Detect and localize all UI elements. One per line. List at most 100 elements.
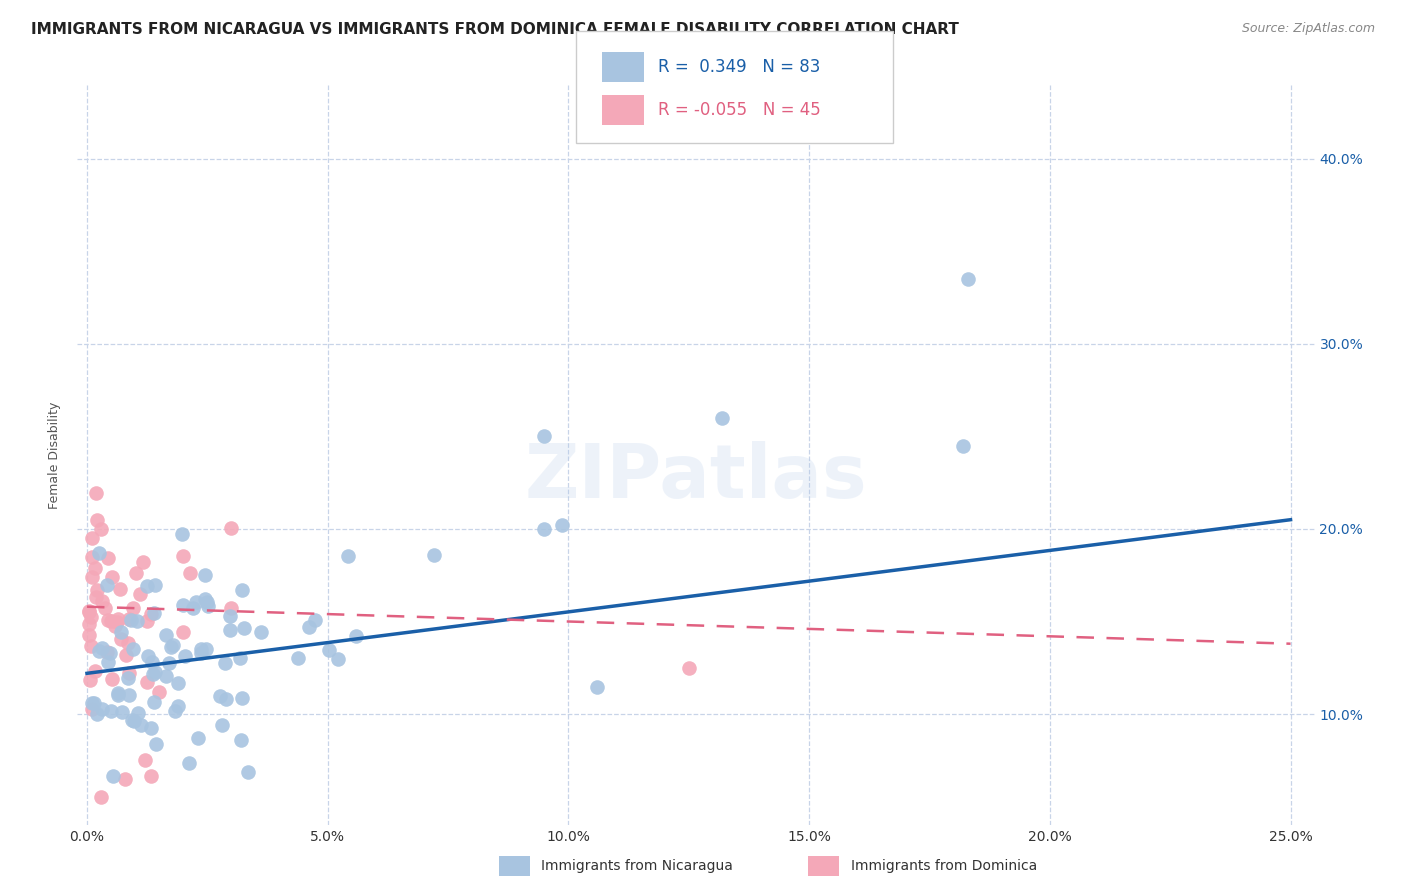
- Point: [221, 600, 243, 615]
- Point: [145, 737, 167, 751]
- Point: [86, 513, 108, 527]
- Point: [190, 642, 212, 657]
- Point: [79, 673, 101, 688]
- Point: [90, 522, 112, 536]
- Point: [115, 648, 138, 663]
- Point: [551, 517, 574, 532]
- Point: [229, 650, 252, 665]
- Point: [155, 628, 177, 642]
- Text: Immigrants from Dominica: Immigrants from Dominica: [851, 859, 1036, 873]
- Point: [79, 605, 101, 619]
- Y-axis label: Female Disability: Female Disability: [48, 401, 62, 508]
- Text: R = -0.055   N = 45: R = -0.055 N = 45: [658, 101, 821, 119]
- Point: [121, 713, 143, 727]
- Point: [179, 756, 201, 770]
- Point: [118, 612, 141, 626]
- Point: [181, 600, 204, 615]
- Point: [80, 549, 103, 564]
- Point: [122, 641, 145, 656]
- Point: [125, 566, 148, 580]
- Point: [194, 642, 217, 657]
- Point: [80, 570, 103, 584]
- Point: [79, 617, 101, 632]
- Point: [100, 570, 122, 584]
- Point: [127, 706, 149, 721]
- Point: [135, 579, 157, 593]
- Point: [97, 655, 120, 669]
- Point: [80, 696, 103, 710]
- Point: [107, 686, 129, 700]
- Point: [195, 595, 218, 609]
- Point: [80, 702, 103, 716]
- Point: [117, 635, 139, 649]
- Point: [104, 619, 127, 633]
- Point: [141, 655, 163, 669]
- Text: R =  0.349   N = 83: R = 0.349 N = 83: [658, 58, 820, 76]
- Point: [318, 643, 340, 657]
- Point: [165, 704, 187, 718]
- Point: [86, 583, 108, 598]
- Point: [134, 753, 156, 767]
- Point: [79, 610, 101, 624]
- Point: [111, 706, 134, 720]
- Point: [172, 598, 194, 612]
- Point: [209, 689, 232, 703]
- Point: [136, 614, 159, 628]
- Point: [96, 578, 118, 592]
- Point: [110, 632, 132, 646]
- Point: [90, 702, 112, 716]
- Point: [135, 675, 157, 690]
- Point: [194, 592, 217, 607]
- Point: [952, 439, 974, 453]
- Text: Source: ZipAtlas.com: Source: ZipAtlas.com: [1241, 22, 1375, 36]
- Point: [98, 646, 121, 660]
- Point: [184, 594, 207, 608]
- Point: [83, 696, 105, 710]
- Point: [170, 526, 193, 541]
- Point: [197, 599, 219, 613]
- Point: [336, 549, 359, 564]
- Point: [132, 555, 155, 569]
- Point: [167, 699, 190, 714]
- Point: [219, 609, 242, 624]
- Point: [143, 665, 166, 679]
- Point: [122, 601, 145, 615]
- Point: [108, 582, 131, 596]
- Point: [84, 590, 107, 604]
- Point: [110, 624, 132, 639]
- Point: [94, 600, 117, 615]
- Point: [162, 638, 184, 652]
- Point: [159, 640, 181, 654]
- Point: [148, 685, 170, 699]
- Point: [117, 671, 139, 685]
- Point: [190, 646, 212, 660]
- Point: [141, 721, 163, 735]
- Point: [174, 648, 197, 663]
- Point: [586, 680, 609, 694]
- Point: [211, 718, 233, 732]
- Point: [344, 629, 367, 643]
- Point: [79, 604, 101, 618]
- Point: [231, 691, 253, 706]
- Point: [118, 688, 141, 702]
- Point: [100, 615, 122, 629]
- Point: [117, 666, 139, 681]
- Point: [194, 568, 217, 582]
- Point: [533, 522, 555, 536]
- Point: [231, 583, 253, 598]
- Point: [128, 587, 150, 601]
- Point: [100, 704, 122, 718]
- Point: [155, 669, 177, 683]
- Point: [87, 545, 110, 559]
- Point: [298, 620, 321, 634]
- Point: [120, 613, 142, 627]
- Point: [83, 664, 105, 678]
- Point: [129, 717, 152, 731]
- Point: [87, 644, 110, 658]
- Point: [326, 651, 349, 665]
- Point: [423, 548, 446, 562]
- Point: [136, 648, 159, 663]
- Point: [215, 692, 238, 706]
- Point: [172, 549, 194, 563]
- Point: [97, 550, 120, 565]
